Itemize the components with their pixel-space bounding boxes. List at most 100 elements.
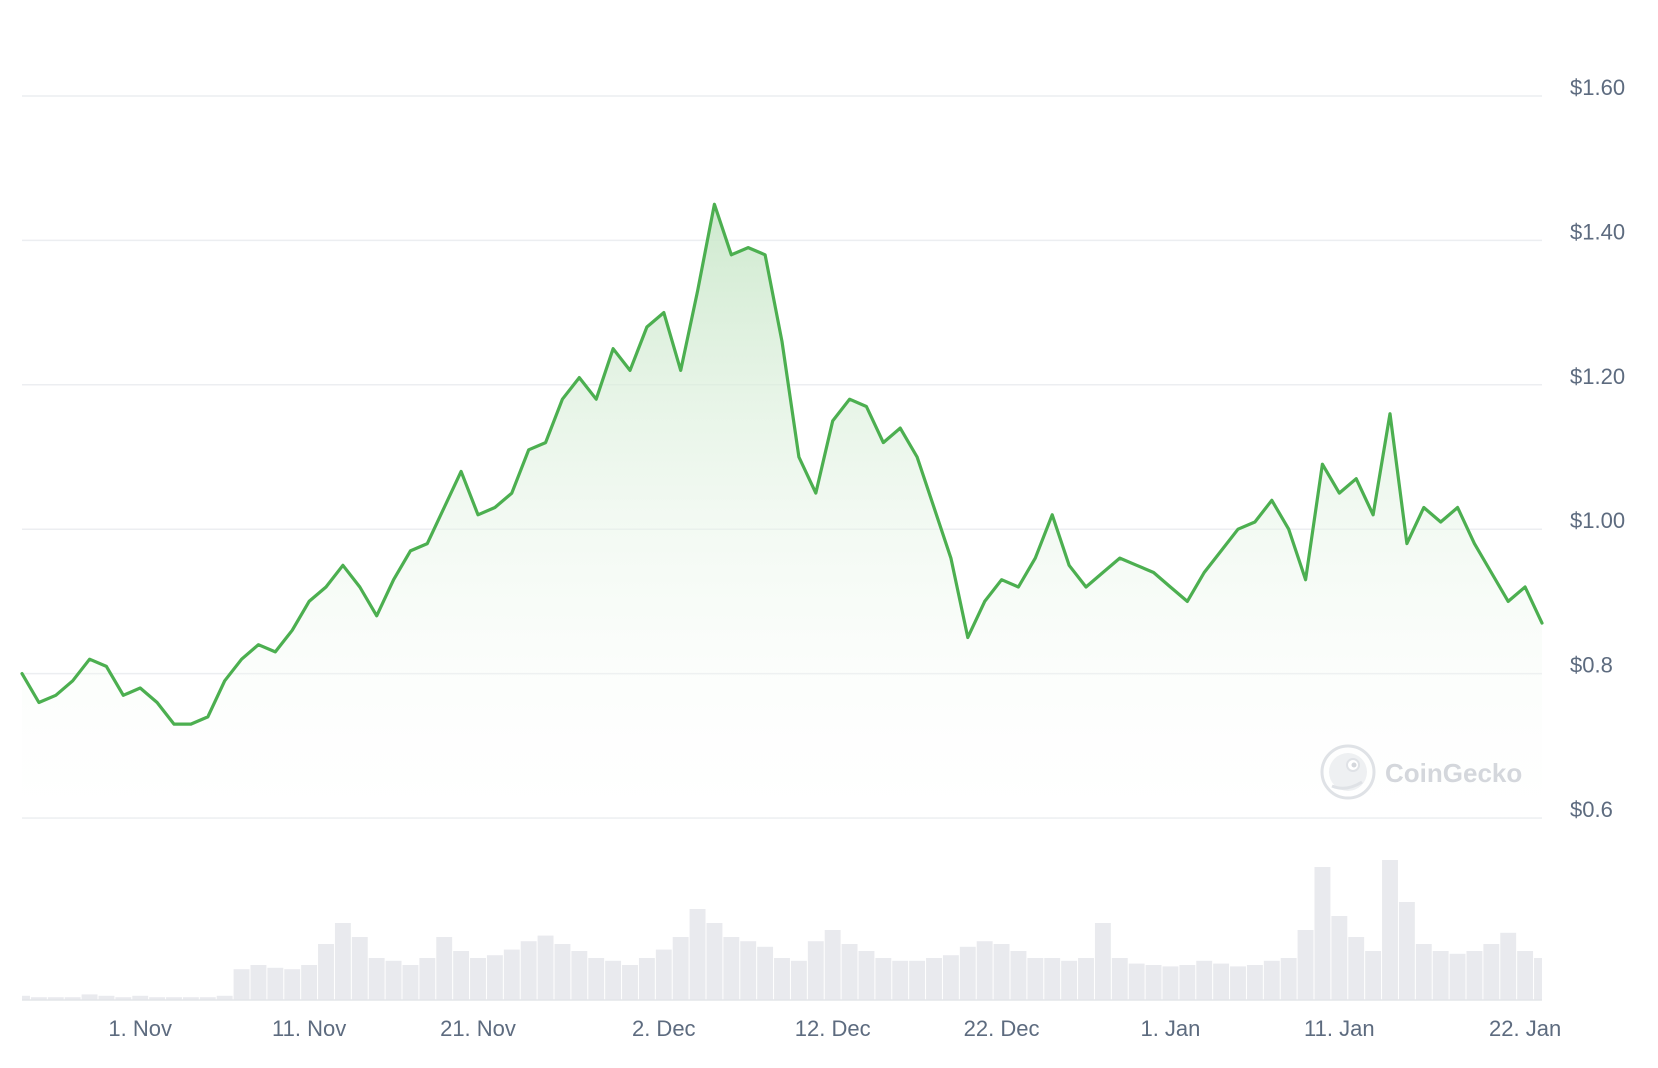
volume-bar xyxy=(622,965,638,1000)
x-tick-label: 1. Nov xyxy=(108,1016,172,1041)
volume-bar xyxy=(554,944,571,1000)
volume-bar xyxy=(1483,944,1500,1000)
x-tick-label: 22. Dec xyxy=(964,1016,1040,1041)
volume-bar xyxy=(1128,963,1145,1000)
volume-bar xyxy=(1432,951,1449,1000)
y-tick-label: $0.6 xyxy=(1570,797,1613,822)
volume-bar xyxy=(453,951,470,1000)
volume-bar xyxy=(301,965,318,1000)
volume-bar xyxy=(672,937,689,1000)
volume-bar xyxy=(1466,951,1483,1000)
volume-bar xyxy=(1263,960,1280,1000)
x-tick-label: 1. Jan xyxy=(1140,1016,1200,1041)
y-axis: $1.60 $1.40 $1.20 $1.00 $0.8 $0.6 xyxy=(1570,75,1625,822)
y-tick-label: $1.60 xyxy=(1570,75,1625,100)
volume-bar xyxy=(1010,951,1027,1000)
volume-bar xyxy=(706,923,723,1000)
x-tick-label: 2. Dec xyxy=(632,1016,696,1041)
volume-bar xyxy=(470,958,486,1000)
volume-bar xyxy=(1398,902,1415,1000)
volume-bar xyxy=(740,941,757,1000)
volume-bar xyxy=(1078,958,1094,1000)
volume-bar xyxy=(284,969,301,1000)
volume-bar xyxy=(1111,958,1128,1000)
volume-bar xyxy=(318,944,334,1000)
x-tick-label: 11. Nov xyxy=(272,1016,346,1041)
volume-bar xyxy=(115,997,132,1000)
volume-bar xyxy=(926,958,942,1000)
volume-bar xyxy=(436,937,453,1000)
volume-bar xyxy=(605,960,622,1000)
volume-bar xyxy=(486,955,503,1000)
volume-bar xyxy=(689,909,706,1000)
volume-bar xyxy=(98,995,115,1000)
volume-bar xyxy=(588,958,605,1000)
volume-bar xyxy=(993,944,1010,1000)
volume-bar xyxy=(1027,958,1044,1000)
volume-bar xyxy=(47,997,64,1000)
x-tick-label: 11. Jan xyxy=(1304,1016,1375,1041)
x-tick-label: 12. Dec xyxy=(795,1016,871,1041)
volume-bar xyxy=(723,937,740,1000)
x-tick-label: 22. Jan xyxy=(1489,1016,1561,1041)
volume-bar xyxy=(30,997,47,1000)
volume-bar xyxy=(1145,965,1162,1000)
volume-bar xyxy=(419,958,436,1000)
volume-layer xyxy=(22,860,1542,1001)
area-layer xyxy=(22,204,1542,819)
volume-bar xyxy=(1314,867,1331,1000)
volume-bar xyxy=(334,923,351,1000)
x-tick-label: 21. Nov xyxy=(440,1016,516,1041)
volume-bar xyxy=(1230,966,1246,1000)
volume-bar xyxy=(1061,960,1078,1000)
volume-bar xyxy=(402,965,419,1000)
volume-bar xyxy=(959,946,976,1000)
volume-bar xyxy=(166,997,182,1000)
volume-bar xyxy=(875,958,892,1000)
volume-bar xyxy=(858,951,875,1000)
volume-bar xyxy=(1196,960,1213,1000)
volume-bar xyxy=(1449,953,1466,1000)
volume-bar xyxy=(892,960,909,1000)
volume-bar xyxy=(132,995,149,1000)
volume-bar xyxy=(1246,965,1263,1000)
volume-bar xyxy=(807,941,824,1000)
volume-bar xyxy=(233,969,250,1000)
volume-bar xyxy=(571,951,588,1000)
volume-bar xyxy=(1280,958,1297,1000)
volume-bar xyxy=(182,997,199,1000)
watermark-label: CoinGecko xyxy=(1385,758,1522,788)
y-tick-label: $0.8 xyxy=(1570,653,1613,678)
volume-bar xyxy=(1297,930,1314,1000)
price-area xyxy=(22,204,1542,819)
volume-bar xyxy=(520,941,537,1000)
volume-bar xyxy=(1534,958,1542,1000)
coingecko-watermark: CoinGecko xyxy=(1320,744,1522,800)
volume-bar xyxy=(909,960,926,1000)
volume-bar xyxy=(1517,951,1534,1000)
volume-bar xyxy=(216,995,233,1000)
volume-bar xyxy=(638,958,655,1000)
volume-bar xyxy=(1365,951,1382,1000)
volume-bar xyxy=(1179,965,1196,1000)
price-line xyxy=(20,202,1544,726)
volume-bar xyxy=(1213,963,1230,1000)
volume-bar xyxy=(22,995,30,1000)
y-tick-label: $1.20 xyxy=(1570,364,1625,389)
volume-bar xyxy=(368,958,385,1000)
volume-bar xyxy=(841,944,858,1000)
volume-bar xyxy=(250,965,267,1000)
volume-bar xyxy=(149,997,166,1000)
volume-bar xyxy=(942,955,959,1000)
volume-bar xyxy=(1500,932,1517,1000)
volume-bar xyxy=(267,967,284,1000)
volume-bar xyxy=(81,994,98,1000)
gecko-logo-icon xyxy=(1320,744,1376,800)
volume-bar xyxy=(1094,923,1111,1000)
line-layer xyxy=(20,202,1544,726)
volume-bar xyxy=(1162,966,1179,1000)
volume-bar xyxy=(537,935,554,1000)
volume-bar xyxy=(351,937,368,1000)
